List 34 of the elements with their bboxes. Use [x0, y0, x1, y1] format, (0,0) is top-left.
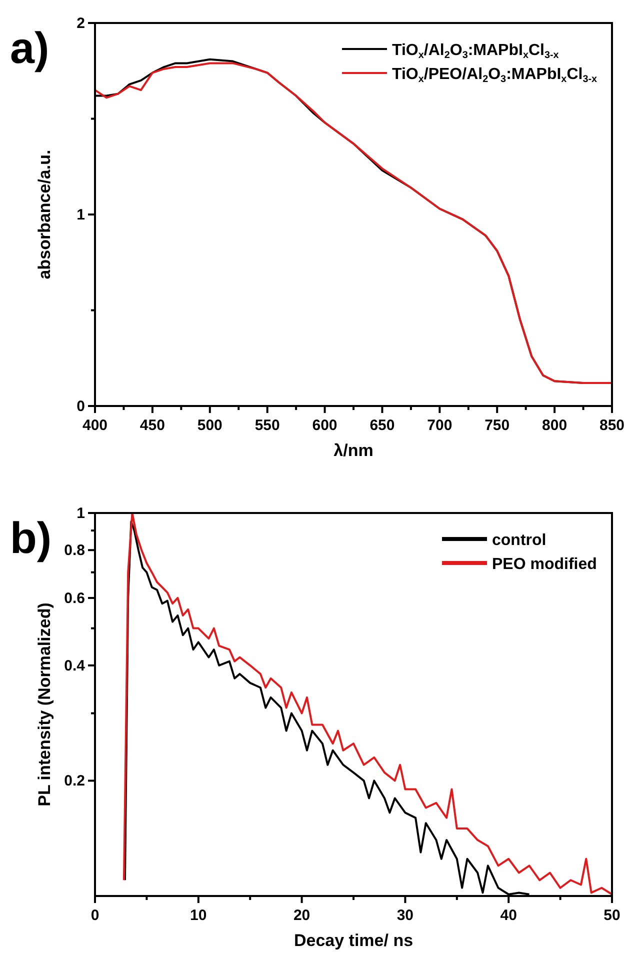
x-tick-label: 800	[542, 417, 568, 434]
x-axis-title: λ/nm	[334, 441, 374, 460]
y-tick-label: 0.6	[64, 590, 85, 607]
x-tick-label: 500	[197, 417, 222, 434]
y-tick-label: 1	[76, 206, 85, 224]
y-tick-label: 0	[76, 398, 85, 415]
text: TiO$_{x}$/PEO/Al$_{2}$O$_{3}$:MAPbI$_{x}$Cl$_{3-x}$	[392, 66, 598, 85]
x-tick-label: 50	[604, 907, 620, 924]
x-tick-label: 750	[484, 417, 510, 434]
x-tick-label: 40	[500, 907, 517, 924]
x-tick-label: 650	[370, 417, 395, 434]
legend-label: PEO modified	[492, 556, 597, 573]
x-tick-label: 450	[140, 417, 165, 434]
y-tick-label: 2	[76, 15, 85, 32]
y-tick-label: 0.8	[64, 542, 85, 560]
x-tick-label: 0	[90, 907, 100, 924]
y-tick-label: 1	[76, 505, 85, 522]
x-tick-label: 400	[82, 417, 108, 434]
x-tick-label: 10	[190, 907, 207, 924]
x-tick-label: 20	[293, 907, 310, 924]
x-axis-title: Decay time/ ns	[294, 931, 414, 950]
legend-label: control	[492, 532, 546, 549]
x-tick-label: 600	[312, 417, 338, 434]
chart-title: b)	[10, 514, 52, 563]
x-tick-label: 30	[396, 907, 414, 924]
y-axis-title: absorbance/a.u.	[35, 150, 54, 280]
y-tick-label: 0.4	[64, 657, 86, 674]
text: TiO$_{x}$/Al$_{2}$O$_{3}$:MAPbI$_{x}$Cl$_{3-x}$	[392, 42, 559, 61]
y-tick-label: 0.2	[64, 772, 85, 790]
x-tick-label: 850	[599, 417, 625, 434]
x-tick-label: 700	[427, 417, 452, 434]
chart-title: a)	[10, 24, 50, 73]
y-axis-title: PL intensity (Normalized)	[35, 602, 54, 806]
x-tick-label: 550	[254, 417, 280, 434]
